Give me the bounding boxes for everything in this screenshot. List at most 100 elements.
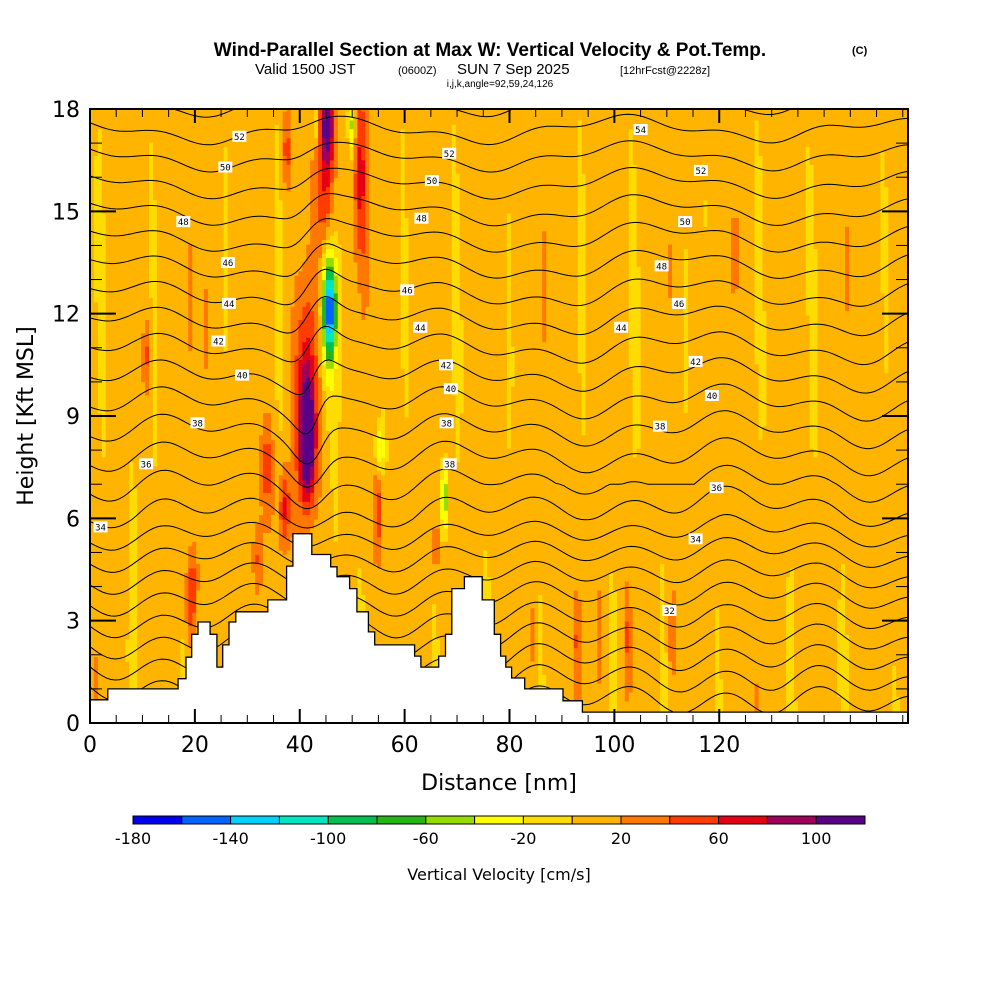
w-cell bbox=[133, 444, 138, 449]
w-cell bbox=[161, 337, 166, 342]
w-cell bbox=[157, 266, 162, 271]
w-cell bbox=[184, 333, 189, 338]
w-cell bbox=[184, 492, 189, 497]
w-cell bbox=[161, 382, 166, 387]
w-cell bbox=[216, 138, 221, 143]
w-cell bbox=[204, 333, 209, 338]
w-cell bbox=[216, 559, 221, 564]
w-cell bbox=[184, 541, 189, 546]
w-cell bbox=[200, 355, 205, 360]
w-cell bbox=[137, 497, 142, 502]
w-cell bbox=[106, 147, 111, 152]
w-cell bbox=[153, 284, 158, 289]
w-cell bbox=[208, 288, 213, 293]
w-cell bbox=[94, 218, 99, 223]
w-cell bbox=[184, 408, 189, 413]
w-cell bbox=[173, 674, 178, 679]
w-cell bbox=[106, 333, 111, 338]
w-cell bbox=[118, 608, 123, 613]
w-cell bbox=[149, 621, 154, 626]
w-cell bbox=[137, 546, 142, 551]
w-cell bbox=[102, 213, 107, 218]
w-cell bbox=[200, 320, 205, 325]
w-cell bbox=[181, 395, 186, 400]
w-cell bbox=[122, 643, 127, 648]
w-cell bbox=[157, 173, 162, 178]
w-cell bbox=[165, 621, 170, 626]
w-cell bbox=[141, 186, 146, 191]
w-cell bbox=[122, 594, 127, 599]
w-cell bbox=[145, 240, 150, 245]
w-cell bbox=[220, 151, 225, 156]
w-cell bbox=[192, 541, 197, 546]
w-cell bbox=[204, 213, 209, 218]
w-cell bbox=[224, 541, 229, 546]
w-cell bbox=[212, 293, 217, 298]
w-cell bbox=[181, 559, 186, 564]
w-cell bbox=[125, 417, 129, 422]
w-cell bbox=[212, 120, 217, 125]
w-cell bbox=[94, 249, 99, 254]
w-cell bbox=[153, 532, 158, 537]
w-cell bbox=[122, 116, 127, 121]
w-cell bbox=[184, 546, 189, 551]
w-cell bbox=[145, 484, 150, 489]
w-cell bbox=[137, 568, 142, 573]
w-cell bbox=[212, 151, 217, 156]
w-cell bbox=[224, 448, 229, 453]
w-cell bbox=[94, 683, 99, 688]
w-cell bbox=[153, 661, 158, 666]
w-cell bbox=[165, 683, 170, 688]
w-cell bbox=[133, 328, 138, 333]
w-cell bbox=[145, 218, 150, 223]
w-cell bbox=[141, 311, 146, 316]
w-cell bbox=[184, 586, 189, 591]
w-cell bbox=[102, 293, 107, 298]
w-cell bbox=[114, 382, 119, 387]
w-cell bbox=[153, 138, 158, 143]
w-cell bbox=[125, 302, 129, 307]
w-cell bbox=[228, 235, 233, 240]
w-cell bbox=[125, 351, 129, 356]
w-cell bbox=[102, 426, 107, 431]
w-cell bbox=[125, 382, 129, 387]
w-cell bbox=[106, 213, 111, 218]
w-cell bbox=[181, 532, 186, 537]
w-cell bbox=[224, 218, 229, 223]
w-cell bbox=[106, 328, 111, 333]
w-cell bbox=[212, 382, 217, 387]
w-cell bbox=[125, 226, 129, 231]
w-cell bbox=[106, 665, 111, 670]
w-cell bbox=[228, 541, 233, 546]
w-cell bbox=[212, 466, 217, 471]
w-cell bbox=[110, 625, 115, 630]
w-cell bbox=[177, 244, 182, 249]
w-cell bbox=[110, 284, 115, 289]
w-cell bbox=[177, 373, 182, 378]
w-cell bbox=[220, 488, 225, 493]
w-cell bbox=[106, 404, 111, 409]
w-cell bbox=[173, 155, 178, 160]
w-cell bbox=[188, 510, 193, 515]
w-cell bbox=[145, 608, 150, 613]
w-cell bbox=[149, 164, 154, 169]
w-cell bbox=[125, 133, 129, 138]
w-cell bbox=[110, 479, 115, 484]
w-cell bbox=[228, 439, 233, 444]
w-cell bbox=[196, 231, 201, 236]
w-cell bbox=[141, 320, 146, 325]
w-cell bbox=[98, 594, 103, 599]
w-cell bbox=[129, 510, 134, 515]
w-cell bbox=[94, 155, 99, 160]
w-cell bbox=[196, 178, 201, 183]
w-cell bbox=[165, 652, 170, 657]
w-cell bbox=[165, 488, 170, 493]
w-cell bbox=[173, 648, 178, 653]
w-cell bbox=[220, 213, 225, 218]
w-cell bbox=[184, 404, 189, 409]
w-cell bbox=[125, 422, 129, 427]
w-cell bbox=[216, 563, 221, 568]
w-cell bbox=[224, 133, 229, 138]
w-cell bbox=[192, 200, 197, 205]
w-cell bbox=[114, 271, 119, 276]
